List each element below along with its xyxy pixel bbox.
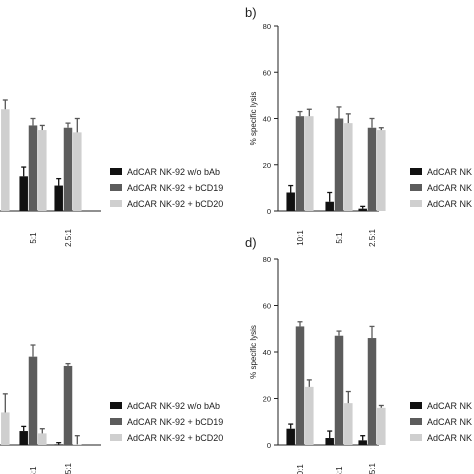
bar (358, 208, 367, 211)
legend-label: AdCAR NK-92 + bCD19 (127, 417, 223, 427)
legend-label: AdCAR NK (427, 433, 472, 443)
legend-swatch (110, 200, 122, 207)
legend-label: AdCAR NK (427, 167, 472, 177)
legend-label: AdCAR NK (427, 183, 472, 193)
chart-panel-c: 5:1 2.5:1 (0, 344, 101, 474)
legend-label: AdCAR NK-92 w/o bAb (127, 401, 220, 411)
bar (286, 192, 295, 211)
legend-swatch (110, 402, 122, 409)
legend-label: AdCAR NK-92 w/o bAb (127, 167, 220, 177)
bar (73, 444, 82, 445)
legend-swatch (410, 168, 422, 175)
x-tick-label: 2.5:1 (368, 229, 377, 247)
y-tick-label: 60 (263, 302, 271, 311)
x-tick-label: 10:1 (296, 230, 305, 246)
bar (63, 365, 73, 445)
legend-swatch (410, 434, 422, 441)
bar (325, 201, 334, 211)
bar (295, 116, 305, 211)
bar (305, 116, 314, 211)
panel-label-d: d) (245, 235, 257, 250)
legend-swatch (110, 434, 122, 441)
y-tick-label: 80 (263, 255, 271, 264)
bar (377, 407, 386, 445)
y-tick-label: 20 (263, 395, 271, 404)
y-tick-label: 40 (263, 348, 271, 357)
bar (63, 127, 73, 211)
y-tick-label: 20 (263, 161, 271, 170)
y-tick-label: 0 (267, 207, 271, 216)
bar (19, 431, 28, 445)
bar (73, 132, 82, 211)
chart-panel-d: 0 20 40 60 80 % specific lysis 10:1 5:1 2.5:1 (249, 255, 386, 474)
x-tick-label: 5:1 (29, 232, 38, 244)
bar (377, 130, 386, 211)
x-tick-label: 5:1 (335, 466, 344, 474)
legend-label: AdCAR NK (427, 199, 472, 209)
legend-label: AdCAR NK (427, 401, 472, 411)
bar (286, 428, 295, 445)
bar (344, 403, 353, 445)
bar (19, 176, 28, 211)
legend-label: AdCAR NK-92 + bCD19 (127, 183, 223, 193)
panel-label-b: b) (245, 5, 257, 20)
legend-d: AdCAR NK AdCAR NK AdCAR NK (410, 401, 472, 443)
legend-swatch (410, 402, 422, 409)
legends-layer: AdCAR NK-92 w/o bAb AdCAR NK-92 + bCD19 Ad… (110, 167, 472, 443)
y-axis-label: % specific lysis (249, 325, 258, 379)
legend-a: AdCAR NK-92 w/o bAb AdCAR NK-92 + bCD19 Ad… (110, 167, 223, 209)
bar (54, 444, 63, 445)
y-tick-label: 0 (267, 441, 271, 450)
legend-b: AdCAR NK AdCAR NK AdCAR NK (410, 167, 472, 209)
legend-label: AdCAR NK-92 + bCD20 (127, 199, 223, 209)
legend-label: AdCAR NK-92 + bCD20 (127, 433, 223, 443)
bar (28, 125, 38, 211)
x-tick-label: 2.5:1 (368, 463, 377, 474)
legend-label: AdCAR NK (427, 417, 472, 427)
y-tick-label: 80 (263, 22, 271, 31)
chart-panel-a: 5:1 2.5:1 (0, 99, 101, 247)
bar (305, 386, 314, 445)
legend-swatch (410, 200, 422, 207)
bar (344, 123, 353, 211)
bar (358, 440, 367, 445)
bar (367, 127, 377, 211)
bar (1, 412, 10, 445)
chart-panel-b: 0 20 40 60 80 % specific lysis 10:1 5:1 2.5:1 (249, 22, 386, 247)
x-tick-label: 2.5:1 (64, 463, 73, 474)
bar (38, 130, 47, 211)
bar (334, 118, 344, 211)
legend-swatch (110, 184, 122, 191)
bar (28, 356, 38, 445)
y-axis-label: % specific lysis (249, 92, 258, 146)
legend-swatch (110, 168, 122, 175)
charts-layer: 5:1 2.5:1 0 20 40 60 80 % specific lysis 10:1 5:1… (0, 22, 386, 474)
bar (54, 185, 63, 211)
bar (367, 338, 377, 445)
bar (295, 326, 305, 445)
legend-c: AdCAR NK-92 w/o bAb AdCAR NK-92 + bCD19 Ad… (110, 401, 223, 443)
x-tick-label: 10:1 (296, 464, 305, 474)
bar (325, 438, 334, 445)
y-tick-label: 40 (263, 115, 271, 124)
bar (38, 433, 47, 445)
bar (1, 109, 10, 211)
x-tick-label: 5:1 (335, 232, 344, 244)
x-tick-label: 5:1 (29, 466, 38, 474)
legend-swatch (110, 418, 122, 425)
legend-swatch (410, 184, 422, 191)
legend-swatch (410, 418, 422, 425)
y-tick-label: 60 (263, 68, 271, 77)
bar (334, 335, 344, 445)
x-tick-label: 2.5:1 (64, 229, 73, 247)
